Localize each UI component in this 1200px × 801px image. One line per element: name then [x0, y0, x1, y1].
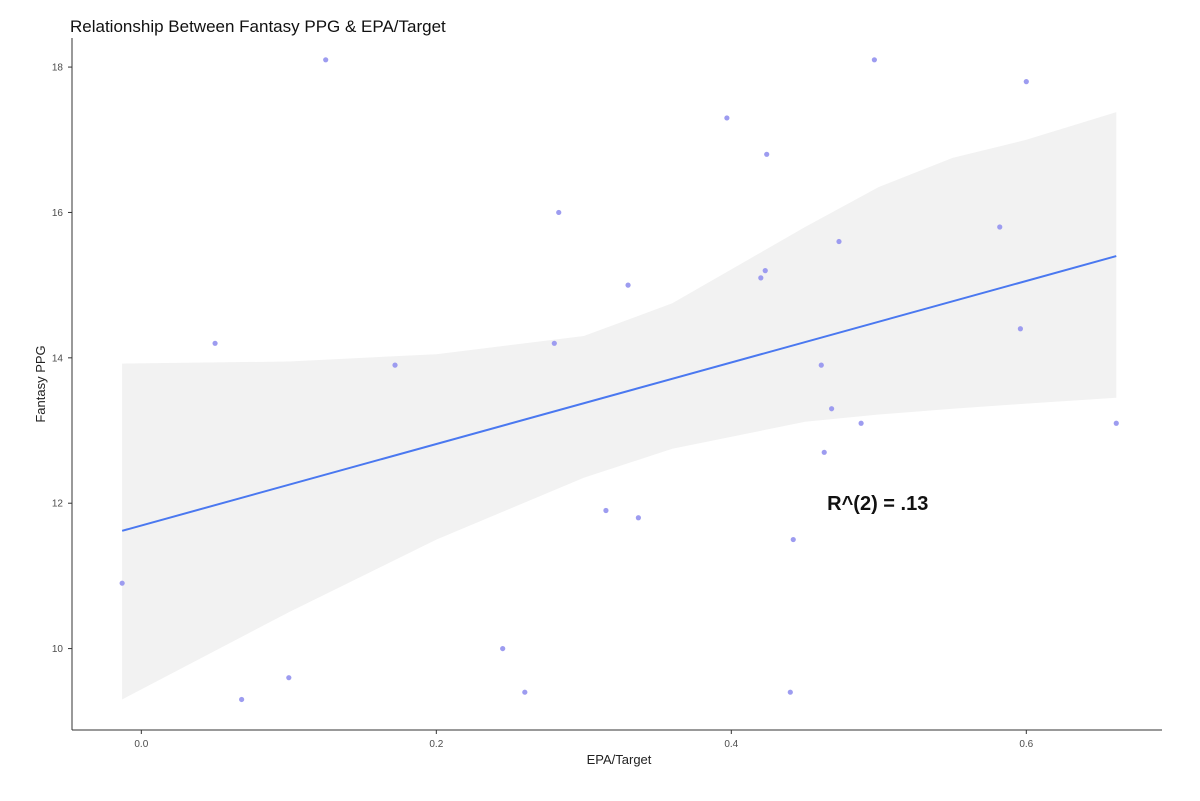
data-point: [871, 57, 877, 63]
axes-layer: [71, 38, 1162, 731]
x-tick-label: 0.6: [1019, 739, 1033, 750]
data-point: [323, 57, 329, 63]
data-point: [625, 282, 631, 288]
x-tick-label: 0.4: [724, 739, 738, 750]
x-tick-label: 0.2: [429, 739, 443, 750]
x-tick-label: 0.0: [134, 739, 148, 750]
confidence-band: [122, 112, 1117, 700]
data-point: [212, 340, 218, 346]
y-axis-label: Fantasy PPG: [33, 345, 48, 422]
data-point: [997, 224, 1003, 230]
data-point: [500, 645, 506, 652]
r-squared-annotation: R^(2) = .13: [827, 493, 928, 515]
y-tick-label: 12: [52, 499, 64, 510]
data-point: [392, 362, 398, 368]
data-point: [1023, 79, 1029, 85]
y-tick-label: 16: [52, 208, 64, 219]
data-point: [556, 209, 562, 216]
y-tick-label: 18: [52, 63, 64, 74]
data-point: [522, 689, 528, 695]
data-point: [818, 362, 824, 368]
data-point: [758, 275, 764, 281]
y-tick-label: 14: [52, 353, 64, 364]
data-point: [1113, 420, 1119, 426]
x-axis-label: EPA/Target: [587, 752, 652, 767]
data-point: [858, 420, 864, 426]
data-point: [286, 675, 292, 681]
data-point: [764, 151, 770, 157]
regression-line-layer: [121, 255, 1117, 532]
data-point: [239, 696, 245, 703]
data-point: [790, 536, 796, 543]
data-point: [762, 268, 768, 274]
data-point: [829, 406, 835, 412]
confidence-band-layer: [122, 112, 1117, 700]
data-point: [787, 689, 793, 695]
data-point: [635, 515, 641, 521]
data-point: [836, 238, 842, 245]
chart-title: Relationship Between Fantasy PPG & EPA/T…: [70, 17, 446, 36]
data-points-layer: [119, 57, 1119, 703]
data-point: [1017, 326, 1024, 332]
regression-line: [121, 255, 1117, 532]
data-point: [821, 449, 827, 455]
data-point: [119, 580, 125, 586]
data-point: [551, 340, 557, 346]
data-point: [603, 507, 609, 514]
data-point: [724, 115, 730, 121]
y-tick-label: 10: [52, 644, 64, 655]
ticks-layer: 0.0 0.2 0.4 0.6 10 12 14 16 18: [52, 63, 1034, 750]
